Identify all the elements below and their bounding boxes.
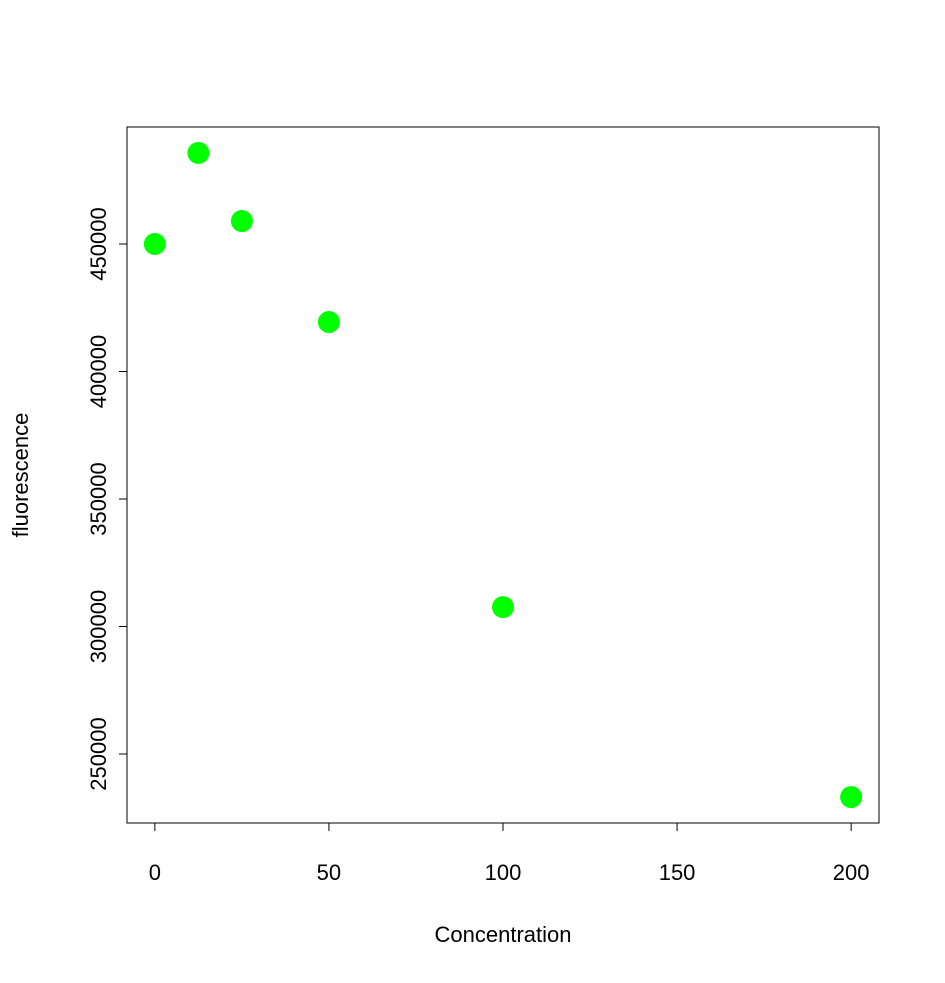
data-point: [840, 786, 863, 809]
x-tick-label: 150: [659, 860, 696, 885]
data-point: [230, 210, 253, 233]
y-axis-label: fluorescence: [8, 413, 33, 538]
data-point: [492, 596, 514, 619]
data-point: [187, 141, 210, 164]
y-tick-label: 300000: [86, 590, 111, 663]
x-axis-label: Concentration: [435, 922, 572, 947]
y-tick-label: 350000: [86, 462, 111, 535]
y-tick-label: 250000: [86, 717, 111, 790]
x-tick-label: 50: [317, 860, 341, 885]
x-tick-label: 0: [149, 860, 161, 885]
data-point: [317, 311, 340, 334]
x-tick-label: 100: [485, 860, 522, 885]
y-tick-label: 400000: [86, 335, 111, 408]
data-point: [143, 232, 166, 255]
x-tick-label: 200: [833, 860, 870, 885]
y-tick-label: 450000: [86, 207, 111, 280]
